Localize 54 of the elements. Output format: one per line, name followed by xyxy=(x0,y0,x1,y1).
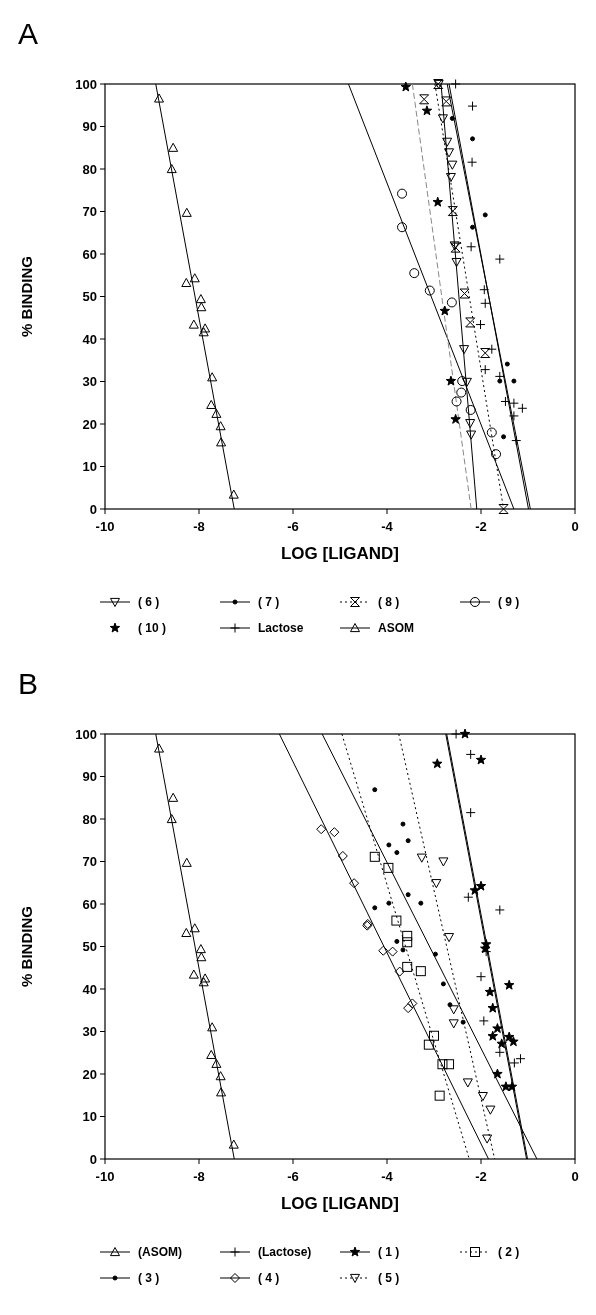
x-tick-label: -6 xyxy=(287,1169,299,1184)
legend-label: ( 4 ) xyxy=(258,1271,280,1286)
legend-label: (Lactose) xyxy=(258,1245,312,1260)
x-tick-label: -8 xyxy=(193,1169,205,1184)
y-tick-label: 30 xyxy=(82,374,97,390)
legend-label: ( 5 ) xyxy=(378,1271,400,1286)
y-tick-label: 30 xyxy=(82,1024,97,1040)
y-tick-label: 60 xyxy=(82,896,97,912)
x-tick-label: 0 xyxy=(571,1169,579,1184)
y-tick-label: 100 xyxy=(75,726,97,742)
x-tick-label: -6 xyxy=(287,519,299,534)
legend-label: ASOM xyxy=(378,621,414,636)
legend-label: ( 2 ) xyxy=(498,1245,520,1260)
legend-label: Lactose xyxy=(258,621,304,636)
y-tick-label: 80 xyxy=(82,161,97,177)
y-tick-label: 90 xyxy=(82,119,97,135)
chart-title: B xyxy=(18,667,39,700)
x-axis-title: LOG [LIGAND] xyxy=(280,544,400,563)
legend-label: ( 8 ) xyxy=(378,595,400,610)
y-axis-title: % BINDING xyxy=(18,906,35,987)
y-tick-label: 20 xyxy=(82,1066,97,1082)
chart-title: A xyxy=(18,17,39,50)
y-tick-label: 80 xyxy=(82,811,97,827)
x-tick-label: 0 xyxy=(571,519,579,534)
y-tick-label: 60 xyxy=(82,246,97,262)
x-tick-label: -2 xyxy=(475,519,487,534)
legend-label: ( 7 ) xyxy=(258,595,280,610)
y-tick-label: 10 xyxy=(82,1109,97,1125)
y-tick-label: 40 xyxy=(82,981,97,997)
y-tick-label: 100 xyxy=(75,76,97,92)
y-tick-label: 70 xyxy=(82,854,97,870)
legend-label: (ASOM) xyxy=(138,1245,182,1260)
y-tick-label: 50 xyxy=(82,939,97,955)
legend-label: ( 9 ) xyxy=(498,595,520,610)
y-tick-label: 90 xyxy=(82,769,97,785)
y-tick-label: 0 xyxy=(89,501,97,517)
y-tick-label: 0 xyxy=(89,1151,97,1167)
x-tick-label: -8 xyxy=(193,519,205,534)
legend-label: ( 6 ) xyxy=(138,595,160,610)
legend-label: ( 3 ) xyxy=(138,1271,160,1286)
y-tick-label: 50 xyxy=(82,289,97,305)
x-tick-label: -10 xyxy=(95,519,115,534)
y-tick-label: 70 xyxy=(82,204,97,220)
y-tick-label: 20 xyxy=(82,416,97,432)
legend-label: ( 1 ) xyxy=(378,1245,400,1260)
x-tick-label: -10 xyxy=(95,1169,115,1184)
y-tick-label: 40 xyxy=(82,331,97,347)
x-axis-title: LOG [LIGAND] xyxy=(280,1194,400,1213)
y-tick-label: 10 xyxy=(82,459,97,475)
x-tick-label: -4 xyxy=(381,519,394,534)
y-axis-title: % BINDING xyxy=(18,256,35,337)
legend-label: ( 10 ) xyxy=(138,621,167,636)
x-tick-label: -2 xyxy=(475,1169,487,1184)
x-tick-label: -4 xyxy=(381,1169,394,1184)
